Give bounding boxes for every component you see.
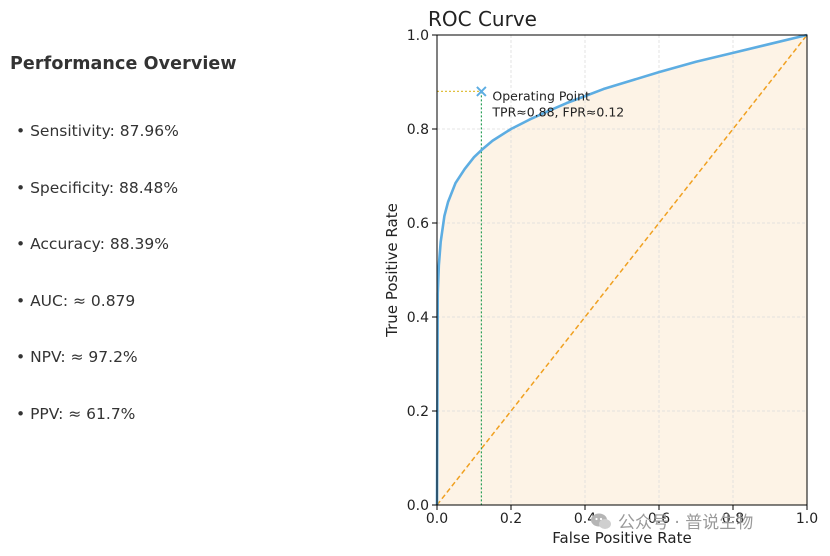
watermark: 公众号 · 普说生物 (590, 508, 753, 533)
y-tick-label: 0.2 (407, 404, 429, 420)
operating-point-marker (476, 86, 487, 97)
x-tick-label: 0.0 (426, 511, 448, 527)
watermark-text: 公众号 · 普说生物 (618, 513, 754, 533)
metric-accuracy: • Accuracy: 88.39% (16, 235, 169, 253)
x-axis-label: False Positive Rate (552, 529, 691, 547)
wechat-icon (590, 510, 612, 532)
plot-frame (436, 34, 808, 506)
y-axis-label: True Positive Rate (383, 203, 401, 338)
x-tick-label: 0.2 (500, 511, 522, 527)
plot-area: 0.00.0 0.2 0.2 0.4 0.4 0.6 0.6 0.8 0.8 1.0 1.0 Oper… (407, 28, 818, 527)
operating-point-label: Operating Point (492, 88, 590, 103)
metric-ppv: • PPV: ≈ 61.7% (16, 405, 136, 423)
x-tick-label: 1.0 (796, 511, 818, 527)
roc-curve-line (435, 33, 808, 506)
metric-auc: • AUC: ≈ 0.879 (16, 292, 136, 310)
operating-point-values: TPR≈0.88, FPR≈0.12 (491, 104, 624, 119)
metric-sensitivity: • Sensitivity: 87.96% (16, 122, 179, 140)
y-tick-label: 0.6 (407, 216, 429, 232)
x-tick-label: 0.4 (574, 511, 596, 527)
metric-specificity: • Specificity: 88.48% (16, 179, 179, 197)
y-tick-label: 0.0 (407, 498, 429, 514)
panel-title: Performance Overview (10, 54, 237, 74)
chance-line (436, 34, 808, 506)
y-tick-label: 0.4 (407, 310, 429, 326)
chart-title: ROC Curve (428, 7, 537, 31)
metric-npv: • NPV: ≈ 97.2% (16, 348, 138, 366)
y-tick-label: 0.8 (407, 122, 429, 138)
y-tick-label: 1.0 (407, 28, 429, 44)
x-tick-label: 0.6 (648, 511, 670, 527)
performance-panel: Performance Overview • Sensitivity: 87.9… (0, 0, 380, 556)
x-tick-label: 0.8 (722, 511, 744, 527)
